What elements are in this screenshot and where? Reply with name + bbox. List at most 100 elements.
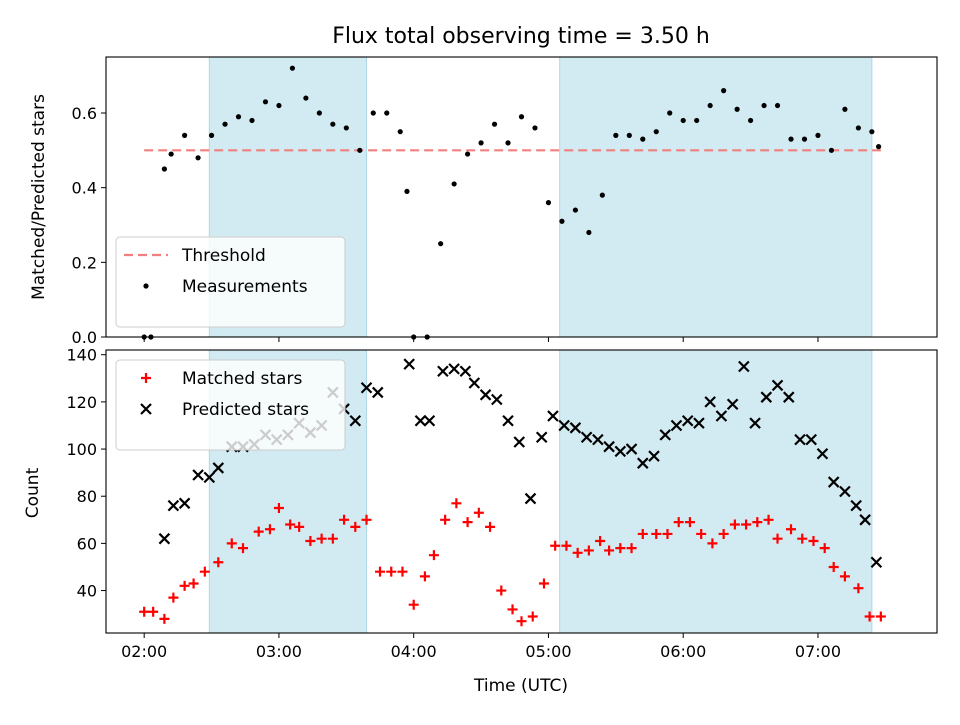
data-point — [626, 543, 637, 554]
data-point — [502, 414, 514, 427]
data-point — [222, 121, 228, 127]
y-tick-label: 0.4 — [72, 179, 97, 198]
legend-box — [115, 359, 346, 451]
y-tick-label: 120 — [66, 393, 97, 412]
data-point — [303, 95, 309, 101]
data-point — [464, 151, 471, 157]
data-point — [760, 391, 773, 403]
data-point — [208, 132, 215, 138]
data-point — [350, 521, 361, 532]
data-point — [786, 524, 797, 535]
data-point — [595, 536, 606, 547]
data-point — [662, 528, 673, 539]
data-point — [673, 517, 684, 528]
data-point — [569, 422, 582, 434]
data-point — [349, 414, 362, 427]
data-point — [694, 117, 700, 124]
data-point — [667, 110, 673, 116]
data-point — [438, 241, 444, 247]
data-point — [414, 414, 427, 427]
data-point — [491, 121, 498, 127]
data-point — [195, 155, 201, 161]
legend: Threshold Measurements — [115, 236, 346, 328]
legend-label-matched-stars: Matched stars — [182, 369, 302, 389]
data-point — [592, 433, 604, 446]
data-point — [771, 379, 784, 392]
data-point — [819, 543, 830, 554]
data-point — [168, 151, 174, 157]
data-point — [580, 431, 593, 444]
y-tick-label: 0.6 — [72, 104, 97, 123]
data-point — [305, 536, 316, 547]
data-point — [360, 381, 373, 394]
data-point — [816, 447, 829, 460]
data-point — [316, 533, 327, 544]
data-point — [839, 485, 851, 498]
data-point — [397, 129, 403, 135]
data-point — [478, 140, 484, 146]
x-tick-label: 06:00 — [660, 642, 706, 661]
data-point — [684, 517, 695, 528]
data-point — [491, 393, 503, 406]
data-point — [404, 188, 410, 194]
data-point — [651, 528, 662, 539]
data-point — [828, 561, 839, 572]
data-point — [524, 492, 537, 505]
data-point — [485, 521, 496, 532]
data-point — [729, 519, 740, 530]
data-point — [468, 377, 481, 389]
x-tick-label: 05:00 — [525, 642, 571, 661]
data-point — [850, 499, 862, 512]
data-point — [285, 519, 296, 530]
data-point — [545, 200, 552, 206]
data-point — [538, 578, 549, 589]
data-point — [294, 521, 305, 532]
y-tick-label: 80 — [77, 487, 97, 506]
data-point — [659, 429, 672, 441]
data-point — [479, 389, 492, 401]
data-point — [289, 65, 296, 71]
data-point — [637, 457, 649, 469]
x-tick-label: 02:00 — [121, 642, 167, 661]
data-point — [550, 540, 561, 551]
data-point — [357, 147, 363, 153]
data-point — [535, 431, 548, 444]
x-axis-label: Time (UTC) — [473, 676, 568, 696]
data-point — [371, 386, 384, 399]
y-tick-label: 140 — [66, 346, 97, 365]
data-point — [648, 450, 660, 462]
legend-label-measurements: Measurements — [182, 277, 308, 297]
data-point — [330, 121, 336, 127]
data-point — [327, 533, 338, 544]
data-point — [264, 524, 275, 535]
data-point — [168, 592, 179, 603]
data-point — [640, 136, 646, 142]
bottom-panel: 40 60 80 100 120 140 02:00 03:00 04:00 05:00 06:00… — [66, 346, 938, 661]
data-point — [437, 365, 449, 378]
data-point — [408, 599, 419, 610]
data-point — [604, 545, 615, 556]
legend-label-threshold: Threshold — [181, 246, 266, 266]
data-point — [459, 365, 472, 378]
data-point — [693, 417, 705, 429]
data-point — [235, 114, 242, 120]
data-point — [614, 445, 627, 458]
data-point — [547, 410, 559, 422]
data-point — [212, 462, 225, 474]
data-point — [842, 106, 848, 112]
data-point — [343, 125, 349, 131]
data-point — [276, 102, 282, 109]
data-point — [599, 192, 605, 198]
axes-frame — [105, 349, 938, 634]
legend-box — [115, 236, 346, 328]
data-point — [864, 611, 875, 622]
data-point — [518, 114, 525, 120]
data-point — [734, 106, 740, 112]
data-point — [507, 604, 518, 615]
data-point — [273, 503, 284, 514]
data-point — [361, 514, 372, 525]
data-point — [626, 132, 632, 138]
data-point — [384, 110, 390, 116]
legend-swatch-matched-stars — [141, 373, 151, 383]
